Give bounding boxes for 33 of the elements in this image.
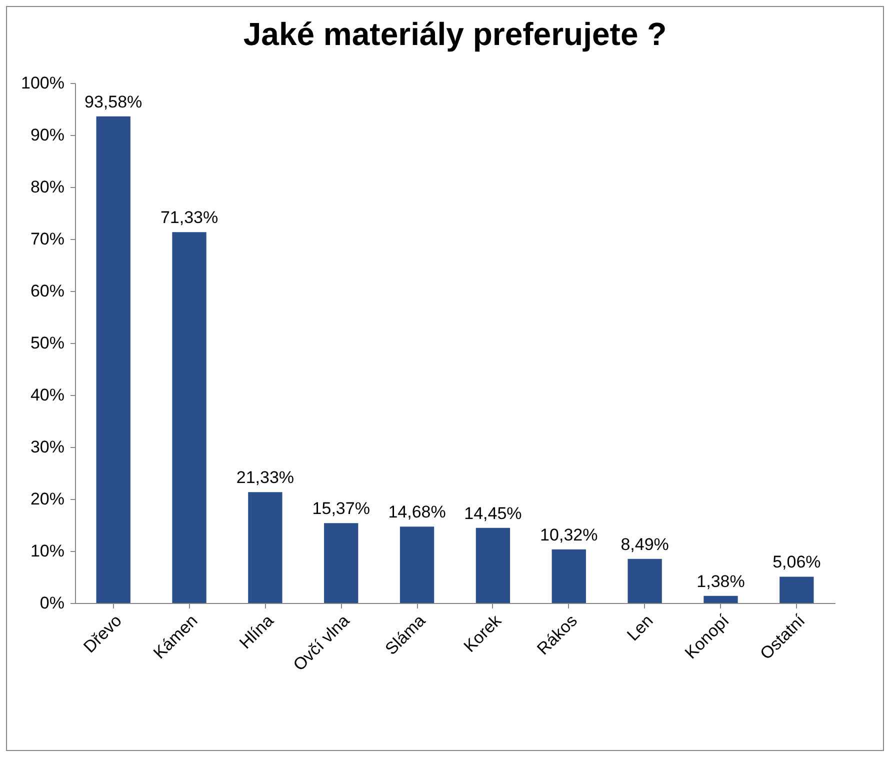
y-tick-label: 50%: [30, 334, 64, 352]
data-label: 71,33%: [160, 208, 218, 228]
data-label: 10,32%: [540, 525, 598, 544]
data-label: 21,33%: [236, 468, 294, 488]
bar: [400, 526, 434, 603]
y-tick-label: 40%: [30, 386, 64, 404]
y-tick-label: 10%: [30, 542, 64, 560]
y-tick-label: 60%: [30, 282, 64, 300]
y-tick-label: 80%: [30, 178, 64, 196]
bar: [476, 528, 510, 603]
bar: [780, 576, 814, 603]
y-tick-label: 100%: [21, 74, 64, 92]
bar: [96, 116, 130, 603]
data-label: 14,68%: [388, 502, 446, 522]
y-tick-label: 90%: [30, 126, 64, 144]
bar: [628, 558, 662, 603]
x-tick-label: Len: [623, 611, 657, 645]
y-tick-label: 0%: [40, 594, 64, 612]
data-label: 1,38%: [696, 572, 745, 591]
data-label: 5,06%: [772, 552, 821, 572]
y-tick-label: 30%: [30, 438, 64, 456]
data-label: 15,37%: [312, 499, 370, 518]
y-tick-label: 20%: [30, 490, 64, 508]
bar: [172, 232, 206, 603]
bar: [552, 549, 586, 603]
chart-title: Jaké materiály preferujete ?: [243, 16, 667, 52]
data-label: 93,58%: [84, 92, 142, 112]
bar: [324, 523, 358, 603]
y-tick-label: 70%: [30, 230, 64, 248]
data-label: 8,49%: [620, 534, 669, 554]
bar: [248, 492, 282, 603]
bar: [704, 596, 738, 603]
data-label: 14,45%: [464, 504, 522, 523]
